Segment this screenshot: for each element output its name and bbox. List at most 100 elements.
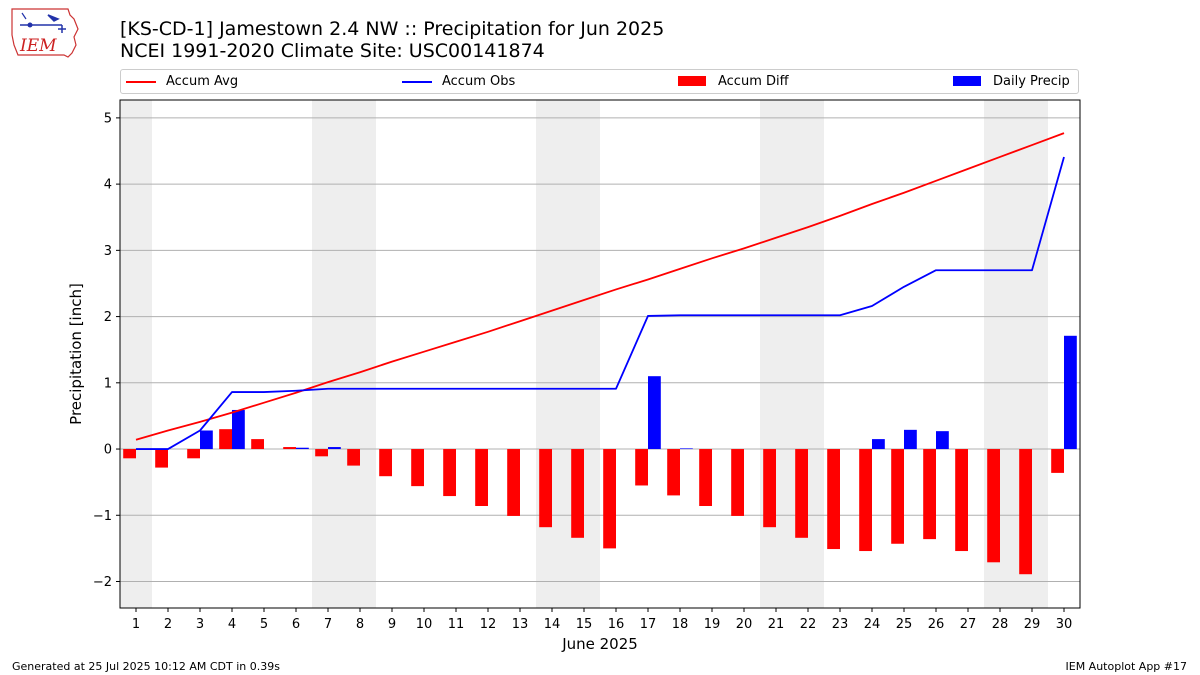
x-tick-label-27: 27	[960, 617, 977, 632]
x-tick-label-9: 9	[388, 617, 396, 632]
bar-accum-diff-day-30	[1051, 449, 1064, 473]
bar-accum-diff-day-2	[155, 449, 168, 468]
bar-accum-diff-day-10	[411, 449, 424, 487]
x-tick-label-19: 19	[704, 617, 721, 632]
legend-label-accum-obs: Accum Obs	[442, 74, 516, 89]
bar-accum-diff-day-12	[475, 449, 488, 507]
bar-accum-diff-day-8	[347, 449, 360, 466]
weekend-shade-day-1	[120, 100, 152, 608]
bar-daily-precip-day-7	[328, 447, 341, 450]
y-tick-label-0: 0	[104, 443, 112, 458]
bar-accum-diff-day-18	[667, 449, 680, 496]
weekend-shade-day-14	[536, 100, 568, 608]
y-axis-label: Precipitation [inch]	[67, 283, 85, 425]
bar-accum-diff-day-9	[379, 449, 392, 477]
weekend-shade-day-21	[760, 100, 792, 608]
bar-accum-diff-day-28	[987, 449, 1000, 563]
bar-accum-diff-day-7	[315, 449, 328, 457]
bar-daily-precip-day-24	[872, 439, 885, 450]
bar-daily-precip-day-26	[936, 431, 949, 450]
bar-accum-diff-day-11	[443, 449, 456, 497]
bar-accum-diff-day-16	[603, 449, 616, 549]
bar-accum-diff-day-4	[219, 429, 232, 450]
bar-daily-precip-day-18	[680, 448, 693, 450]
line-accum-obs	[136, 156, 1065, 450]
x-tick-label-26: 26	[928, 617, 945, 632]
app-label: IEM Autoplot App #17	[1065, 660, 1188, 673]
bar-accum-diff-day-27	[955, 449, 968, 552]
x-tick-label-3: 3	[196, 617, 204, 632]
bar-accum-diff-day-1	[123, 449, 136, 459]
bar-accum-diff-day-13	[507, 449, 520, 516]
x-tick-label-28: 28	[992, 617, 1009, 632]
legend-label-accum-avg: Accum Avg	[166, 74, 239, 89]
x-tick-label-29: 29	[1024, 617, 1041, 632]
y-tick-label-5: 5	[104, 111, 112, 126]
x-tick-label-30: 30	[1056, 617, 1073, 632]
bar-accum-diff-day-29	[1019, 449, 1032, 575]
x-tick-label-11: 11	[448, 617, 465, 632]
plot-frame	[119, 99, 1081, 609]
x-tick-label-14: 14	[544, 617, 561, 632]
legend-label-daily-precip: Daily Precip	[993, 74, 1070, 89]
generated-timestamp: Generated at 25 Jul 2025 10:12 AM CDT in…	[12, 660, 280, 673]
bar-accum-diff-day-14	[539, 449, 552, 528]
x-tick-label-13: 13	[512, 617, 529, 632]
x-axis-label: June 2025	[561, 635, 638, 653]
x-tick-label-18: 18	[672, 617, 689, 632]
iem-logo: IEM	[11, 8, 79, 58]
y-tick-label-3: 3	[104, 244, 112, 259]
line-accum-avg	[135, 132, 1065, 441]
x-tick-label-16: 16	[608, 617, 625, 632]
x-tick-label-22: 22	[800, 617, 817, 632]
x-tick-label-25: 25	[896, 617, 913, 632]
y-tick-label--2: −2	[93, 575, 112, 590]
bar-accum-diff-day-3	[187, 449, 200, 459]
y-tick-label-2: 2	[104, 310, 112, 325]
bar-daily-precip-day-30	[1064, 335, 1077, 450]
x-tick-label-1: 1	[132, 617, 140, 632]
bar-accum-diff-day-23	[827, 449, 840, 550]
bar-daily-precip-day-25	[904, 429, 917, 450]
chart-subtitle: NCEI 1991-2020 Climate Site: USC00141874	[120, 40, 545, 62]
legend-label-accum-diff: Accum Diff	[718, 74, 789, 89]
bar-accum-diff-day-21	[763, 449, 776, 528]
legend-swatch-accum-diff	[678, 76, 706, 86]
x-tick-label-7: 7	[324, 617, 332, 632]
x-tick-label-20: 20	[736, 617, 753, 632]
legend-swatch-accum-obs	[402, 81, 432, 83]
x-tick-label-12: 12	[480, 617, 497, 632]
bar-daily-precip-day-3	[200, 430, 213, 450]
y-tick-label-4: 4	[104, 178, 112, 193]
bar-accum-diff-day-19	[699, 449, 712, 507]
x-tick-label-4: 4	[228, 617, 236, 632]
bar-accum-diff-day-20	[731, 449, 744, 516]
weekend-shade-day-8	[344, 100, 376, 608]
y-tick-label--1: −1	[93, 509, 112, 524]
x-tick-label-23: 23	[832, 617, 849, 632]
bar-accum-diff-day-17	[635, 449, 648, 486]
x-tick-label-17: 17	[640, 617, 657, 632]
bar-daily-precip-day-17	[648, 376, 661, 450]
x-tick-label-2: 2	[164, 617, 172, 632]
bar-daily-precip-day-6	[296, 447, 309, 450]
legend-swatch-daily-precip	[953, 76, 981, 86]
x-tick-label-24: 24	[864, 617, 881, 632]
bar-accum-diff-day-24	[859, 449, 872, 552]
bar-accum-diff-day-25	[891, 449, 904, 544]
bar-accum-diff-day-26	[923, 449, 936, 540]
chart-legend: Accum Avg Accum Obs Accum Diff Daily Pre…	[120, 69, 1079, 94]
x-tick-label-8: 8	[356, 617, 364, 632]
x-tick-label-15: 15	[576, 617, 593, 632]
bar-accum-diff-day-6	[283, 447, 296, 450]
bar-accum-diff-day-5	[251, 439, 264, 450]
bar-accum-diff-day-22	[795, 449, 808, 538]
x-tick-label-21: 21	[768, 617, 785, 632]
x-tick-label-5: 5	[260, 617, 268, 632]
x-tick-label-6: 6	[292, 617, 300, 632]
y-tick-label-1: 1	[104, 376, 112, 391]
x-tick-label-10: 10	[416, 617, 433, 632]
bar-daily-precip-day-4	[232, 409, 245, 450]
logo-text: IEM	[19, 36, 57, 56]
